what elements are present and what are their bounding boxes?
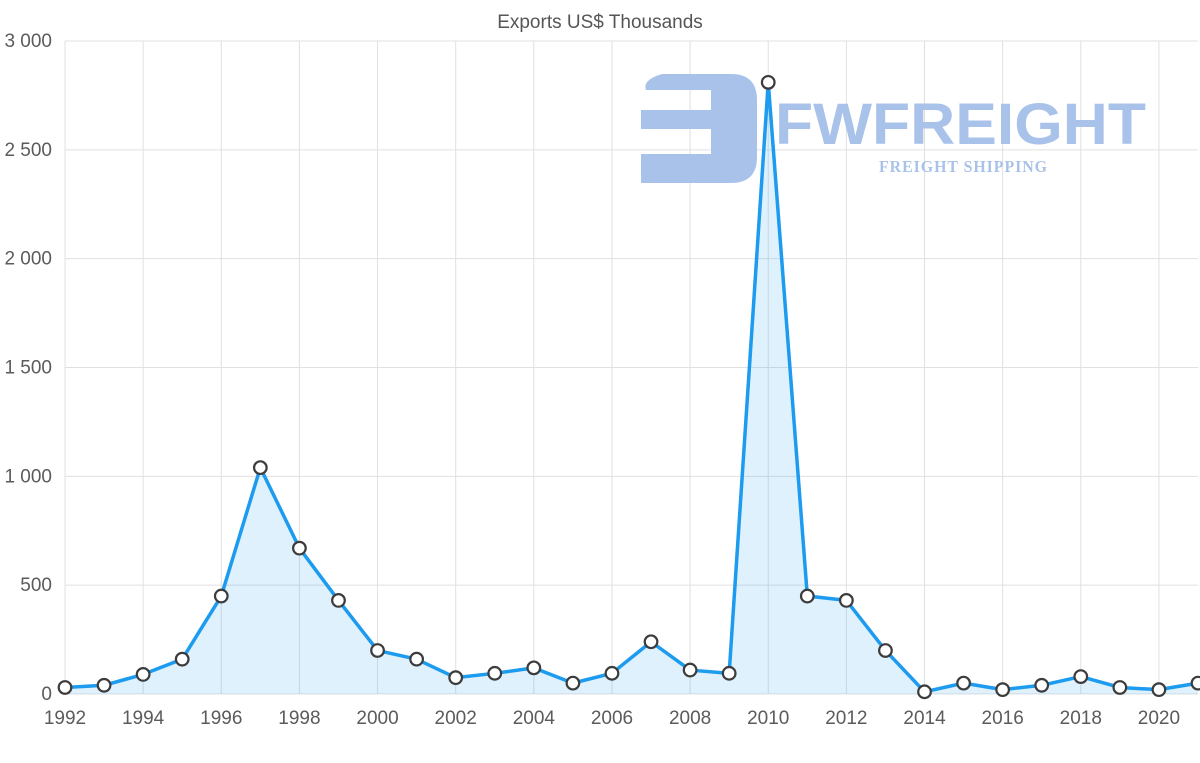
svg-text:2006: 2006	[591, 708, 633, 729]
svg-text:0: 0	[41, 684, 52, 705]
svg-text:FREIGHT SHIPPING: FREIGHT SHIPPING	[879, 157, 1048, 176]
svg-text:1 000: 1 000	[4, 466, 52, 487]
svg-text:2010: 2010	[747, 708, 789, 729]
svg-text:2008: 2008	[669, 708, 711, 729]
svg-text:2016: 2016	[982, 708, 1024, 729]
svg-text:2 000: 2 000	[4, 249, 52, 270]
svg-text:2014: 2014	[903, 708, 946, 729]
svg-text:FWFREIGHT: FWFREIGHT	[775, 92, 1146, 157]
svg-text:2020: 2020	[1138, 708, 1180, 729]
svg-text:2000: 2000	[356, 708, 398, 729]
svg-text:1994: 1994	[122, 708, 165, 729]
svg-text:1992: 1992	[44, 708, 86, 729]
svg-text:2018: 2018	[1060, 708, 1102, 729]
svg-text:1996: 1996	[200, 708, 242, 729]
svg-text:1998: 1998	[278, 708, 320, 729]
svg-text:3 000: 3 000	[4, 31, 52, 52]
svg-text:2002: 2002	[435, 708, 477, 729]
svg-text:2004: 2004	[513, 708, 556, 729]
svg-text:2 500: 2 500	[4, 140, 52, 161]
svg-text:1 500: 1 500	[4, 358, 52, 379]
svg-text:2012: 2012	[825, 708, 867, 729]
svg-text:500: 500	[20, 575, 52, 596]
